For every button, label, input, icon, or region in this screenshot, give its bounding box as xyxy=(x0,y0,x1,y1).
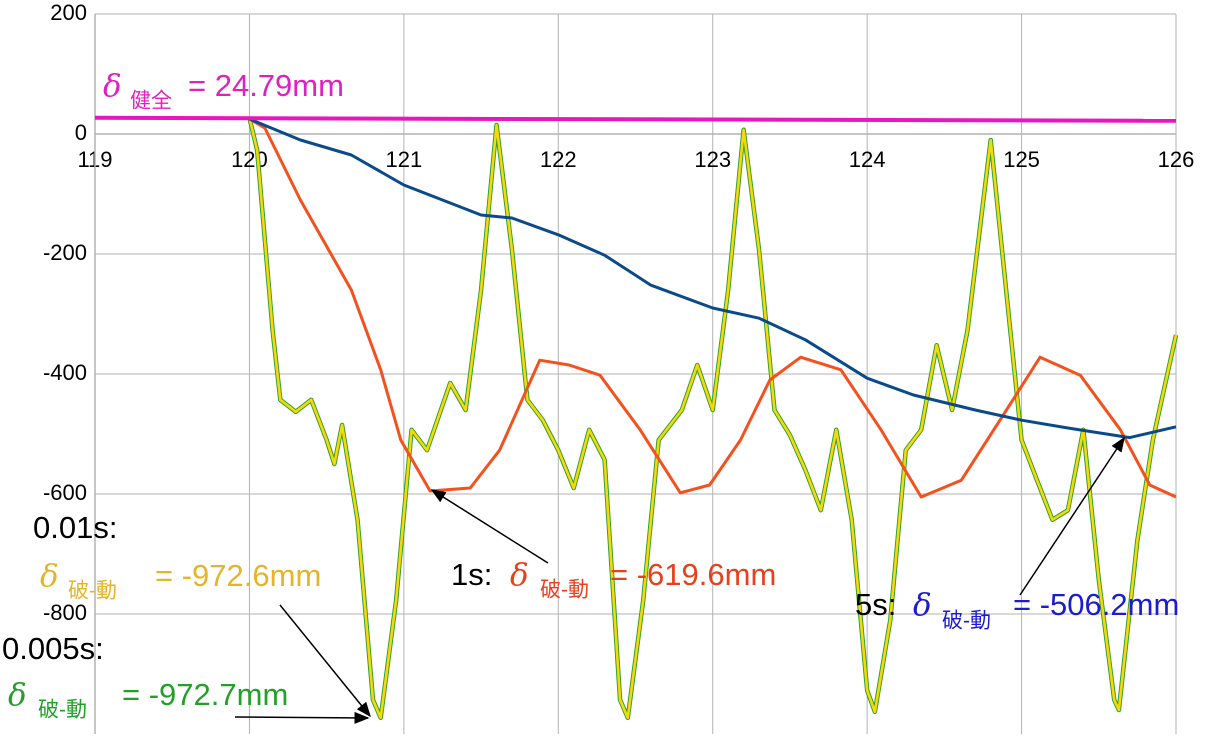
y-tick-label: 200 xyxy=(50,0,87,25)
annotation-text: = -506.2mm xyxy=(1013,587,1179,622)
y-tick-label: -400 xyxy=(43,360,87,385)
x-tick-label: 122 xyxy=(540,147,577,172)
annotation-text: = -972.6mm xyxy=(155,558,321,593)
annotation-subscript: 破-動 xyxy=(540,579,589,602)
y-tick-label: -800 xyxy=(43,600,87,625)
x-tick-label: 124 xyxy=(849,147,886,172)
series-line xyxy=(248,117,1178,720)
x-tick-label: 125 xyxy=(1003,147,1040,172)
y-tick-label: -200 xyxy=(43,240,87,265)
annotation-symbol: δ xyxy=(913,588,932,624)
lines xyxy=(94,115,1179,721)
y-tick-label: -600 xyxy=(43,480,87,505)
series-line xyxy=(94,115,1177,123)
annotation-subscript: 健全 xyxy=(130,90,172,113)
series-label: 0.01s: xyxy=(33,510,117,545)
y-tick-label: 0 xyxy=(75,120,87,145)
annotation-symbol: δ xyxy=(510,558,529,594)
annotation-text: = -619.6mm xyxy=(610,557,776,592)
series-label: 5s: xyxy=(855,587,896,622)
x-tick-label: 120 xyxy=(231,147,268,172)
annotation-symbol: δ xyxy=(103,69,122,105)
arrow xyxy=(1019,436,1125,596)
series-label: 1s: xyxy=(451,557,492,592)
series-label: 0.005s: xyxy=(2,631,104,666)
x-tick-label: 126 xyxy=(1158,147,1195,172)
arrow xyxy=(279,604,371,718)
annotation-subscript: 破-動 xyxy=(68,580,117,603)
annotation-text: = 24.79mm xyxy=(188,68,344,103)
annotations: 0.005s: δ 破-動 = -972.7mm 0.01s: δ 破-動 = -972.6m… xyxy=(2,68,1179,724)
series-line xyxy=(248,117,1177,440)
x-tick-label: 121 xyxy=(385,147,422,172)
series-line xyxy=(248,117,1177,499)
annotation-text: = -972.7mm xyxy=(122,677,288,712)
arrow xyxy=(430,489,549,564)
annotation-subscript: 破-動 xyxy=(38,699,87,722)
annotation-symbol: δ xyxy=(40,559,59,595)
annotation-subscript: 破-動 xyxy=(942,610,991,633)
x-tick-label: 123 xyxy=(694,147,731,172)
annotation-symbol: δ xyxy=(8,678,27,714)
arrow xyxy=(234,711,370,724)
